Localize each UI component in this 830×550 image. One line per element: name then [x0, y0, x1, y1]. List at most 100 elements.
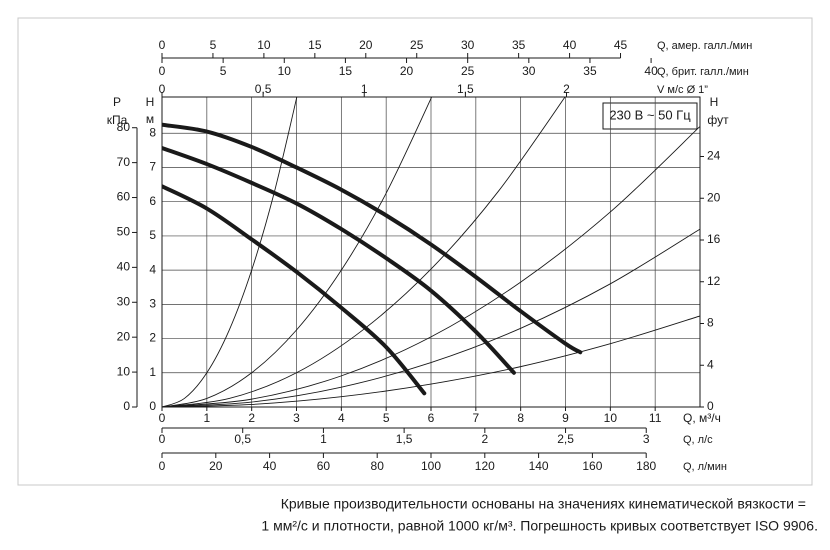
x-tick-label: 10	[278, 64, 292, 78]
y-tick-label: 3	[149, 297, 156, 311]
x-tick-label: 20	[209, 459, 223, 473]
curves	[162, 97, 700, 407]
pump-curve	[162, 145, 516, 375]
x-axis-label: Q, брит. галл./мин	[657, 66, 749, 78]
footnote: Кривые производительности основаны на зн…	[281, 496, 806, 512]
x-tick-label: 180	[636, 459, 656, 473]
x-tick-label: 0	[159, 411, 166, 425]
y-axis-label: H	[146, 95, 155, 109]
system-curve	[162, 97, 298, 407]
x-tick-label: 120	[475, 459, 495, 473]
x-tick-label: 6	[428, 411, 435, 425]
x-tick-label: 1	[203, 411, 210, 425]
system-curve	[162, 228, 700, 407]
x-tick-label: 2	[248, 411, 255, 425]
x-tick-label: 35	[583, 64, 597, 78]
x-tick-label: 15	[308, 38, 322, 52]
y-tick-label: 20	[117, 329, 131, 343]
x-tick-label: 30	[522, 64, 536, 78]
y-tick-label: 40	[117, 260, 131, 274]
x-tick-label: 1,5	[457, 82, 474, 96]
x-tick-label: 11	[649, 411, 662, 425]
y-tick-label: 2	[149, 331, 156, 345]
footnote: 1 мм²/с и плотности, равной 1000 кг/м³. …	[261, 518, 818, 534]
y-tick-label: 80	[117, 120, 131, 134]
x-tick-label: 1	[361, 82, 368, 96]
x-tick-label: 5	[210, 38, 217, 52]
y-tick-label: 6	[149, 194, 156, 208]
x-tick-label: 20	[359, 38, 373, 52]
y-tick-label: 4	[149, 262, 156, 276]
x-tick-label: 40	[563, 38, 577, 52]
x-tick-label: 160	[582, 459, 602, 473]
x-tick-label: 0	[159, 432, 166, 446]
frame	[17, 17, 813, 486]
y-tick-label: 1	[149, 365, 156, 379]
x-tick-label: 80	[371, 459, 385, 473]
y-tick-label: 0	[123, 399, 130, 413]
y-tick-label: 0	[707, 399, 714, 413]
x-tick-label: 35	[512, 38, 526, 52]
x-axis-label: Q, л/с	[683, 434, 713, 446]
y-tick-label: 30	[117, 294, 131, 308]
x-tick-label: 1	[320, 432, 327, 446]
x-tick-label: 1,5	[396, 432, 413, 446]
y-tick-label: 10	[117, 364, 131, 378]
y-tick-label: 8	[707, 316, 714, 330]
y-tick-label: 0	[149, 399, 156, 413]
system-curve	[162, 97, 433, 407]
x-axis-label: V м/с Ø 1”	[657, 84, 708, 96]
x-tick-label: 7	[472, 411, 479, 425]
x-tick-label: 30	[461, 38, 475, 52]
y-tick-label: 60	[117, 190, 131, 204]
x-tick-label: 8	[517, 411, 524, 425]
y-tick-label: 16	[707, 232, 721, 246]
x-tick-label: 60	[317, 459, 331, 473]
x-tick-label: 9	[562, 411, 569, 425]
system-curve	[162, 125, 700, 407]
y-axis-label: P	[113, 95, 121, 109]
y-axis-label: H	[710, 95, 719, 109]
y-tick-label: 70	[117, 155, 131, 169]
annotation-box	[602, 102, 698, 130]
x-tick-label: 0	[159, 38, 166, 52]
x-tick-label: 0,5	[234, 432, 251, 446]
x-tick-label: 140	[529, 459, 549, 473]
x-tick-label: 0	[159, 64, 166, 78]
x-tick-label: 0	[159, 82, 166, 96]
x-tick-label: 100	[421, 459, 441, 473]
x-tick-label: 20	[400, 64, 414, 78]
x-tick-label: 40	[263, 459, 277, 473]
x-tick-label: 5	[383, 411, 390, 425]
x-tick-label: 2	[563, 82, 570, 96]
y-tick-label: 4	[707, 357, 714, 371]
x-tick-label: 0	[159, 459, 166, 473]
y-axis-unit: кПа	[107, 113, 128, 127]
x-tick-label: 4	[338, 411, 345, 425]
y-tick-label: 20	[707, 190, 721, 204]
x-tick-label: 3	[643, 432, 650, 446]
annotation: 230 В ~ 50 Гц	[609, 107, 691, 122]
x-tick-label: 15	[339, 64, 353, 78]
system-curve	[162, 97, 566, 407]
y-axis-unit: фут	[707, 113, 729, 127]
y-axis-unit: м	[146, 112, 154, 126]
y-tick-label: 24	[707, 149, 721, 163]
x-tick-label: 3	[293, 411, 300, 425]
x-tick-label: 10	[604, 411, 618, 425]
x-tick-label: 0,5	[255, 82, 272, 96]
pump-curve	[162, 122, 583, 355]
x-tick-label: 40	[644, 64, 658, 78]
y-tick-label: 5	[149, 228, 156, 242]
x-tick-label: 45	[614, 38, 628, 52]
y-tick-label: 12	[707, 274, 721, 288]
y-tick-label: 8	[149, 125, 156, 139]
x-tick-label: 10	[257, 38, 271, 52]
plot-area	[161, 96, 701, 408]
x-tick-label: 25	[461, 64, 475, 78]
x-axis-label: Q, амер. галл./мин	[657, 40, 752, 52]
x-tick-label: 2	[481, 432, 488, 446]
pump-curve	[162, 184, 427, 396]
x-axis-label: Q, л/мин	[683, 461, 727, 473]
